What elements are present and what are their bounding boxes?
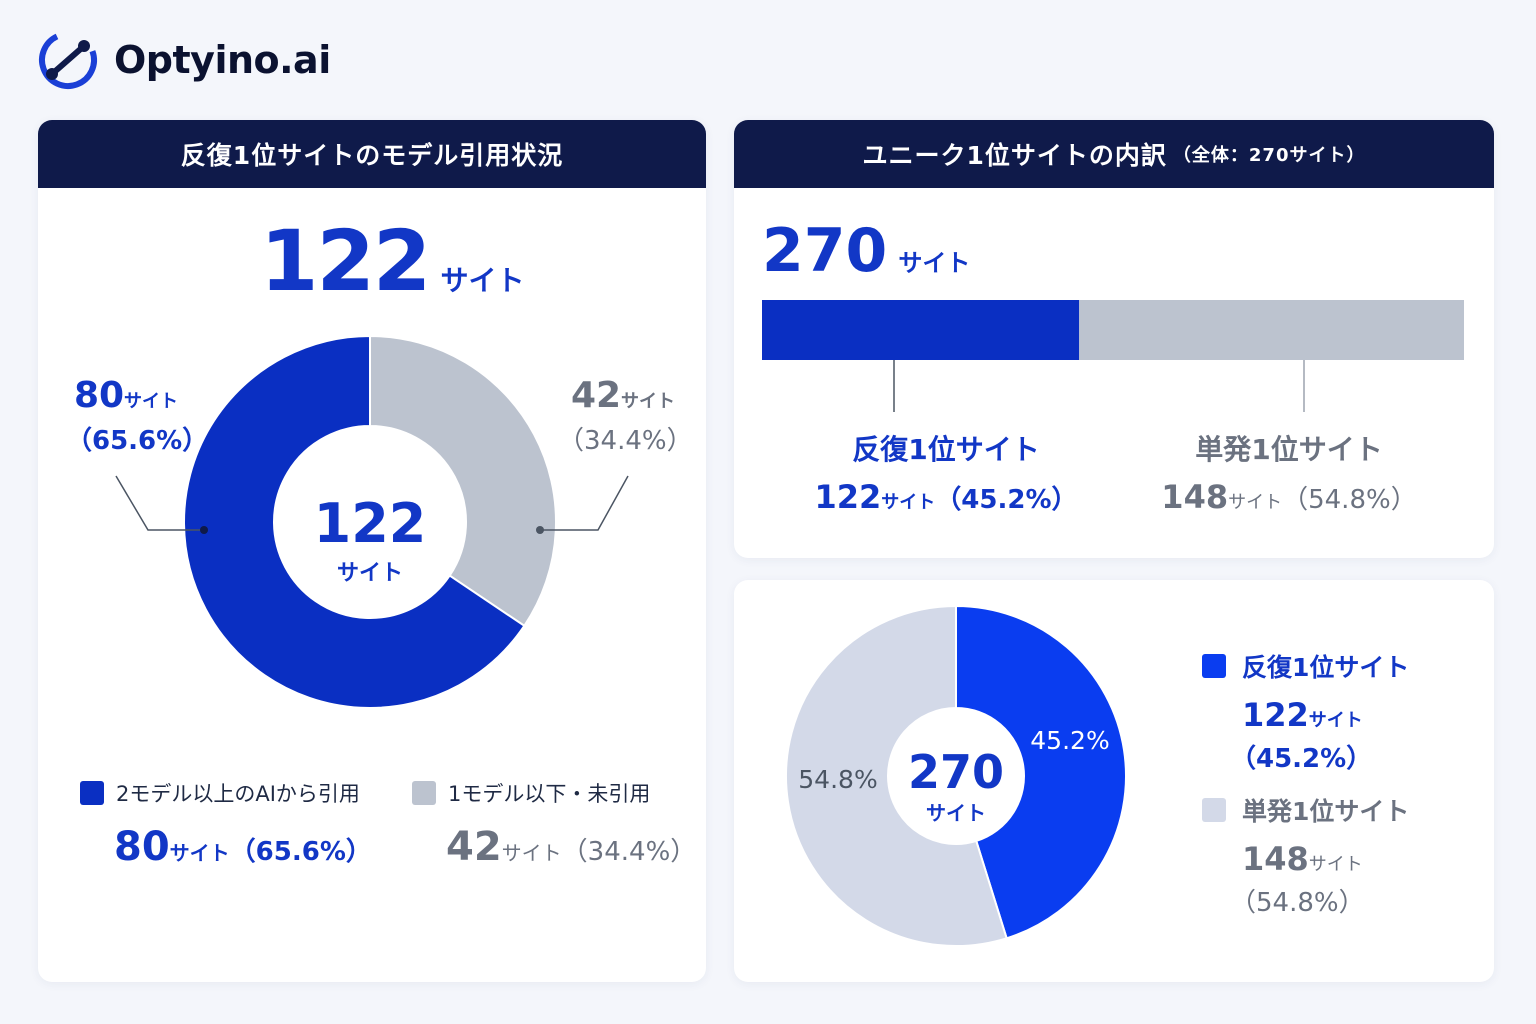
breakdown-total: 270 サイト (762, 216, 970, 286)
share-slice-label-single: 54.8% (798, 765, 877, 794)
optyino-logo-icon (39, 31, 97, 89)
bar-segment-1 (762, 300, 1080, 360)
callout-right-pct: （34.4%） (558, 426, 693, 456)
legend-unit: サイト (169, 841, 230, 865)
breakdown-title-bar: ユニーク1位サイトの内訳 （全体：270サイト） (734, 120, 1494, 188)
legend-swatch-blue (1202, 654, 1226, 678)
breakdown-label-unit: サイト (1228, 492, 1283, 513)
legend-pct: （45.2%） (1230, 744, 1373, 774)
legend-swatch-blue (80, 781, 104, 805)
share-legend-item-2: 単発1位サイト 148サイト （54.8%） (1202, 792, 1409, 919)
brand-logo: Optyino.ai (36, 28, 331, 92)
share-donut-hole (888, 708, 1024, 844)
callout-line-right (540, 475, 629, 531)
citation-status-title: 反復1位サイトのモデル引用状況 (38, 120, 706, 188)
citation-total: 122 サイト (260, 212, 524, 310)
citation-center-unit: サイト (337, 561, 403, 586)
breakdown-total-unit: サイト (898, 249, 971, 277)
callout-left-pct: （65.6%） (66, 426, 209, 456)
legend-value: 80 (114, 824, 170, 870)
legend-pct: （54.8%） (1230, 888, 1365, 918)
breakdown-title-sub: （全体：270サイト） (1172, 145, 1366, 166)
legend-pct: （65.6%） (229, 837, 372, 867)
legend-name: 反復1位サイト (1242, 653, 1410, 682)
breakdown-label-repeat: 反復1位サイト 122サイト（45.2%） (786, 428, 1106, 516)
breakdown-label-pct: （45.2%） (935, 485, 1078, 515)
citation-total-unit: サイト (440, 264, 525, 297)
breakdown-card: ユニーク1位サイトの内訳 （全体：270サイト） 270 サイト 反復1位サイト… (734, 120, 1494, 558)
share-card: 270 サイト 45.2% 54.8% 反復1位サイト 122サイト （45.2… (734, 580, 1494, 982)
legend-label: 1モデル以下・未引用 (448, 782, 651, 806)
breakdown-label-value: 122 (814, 478, 882, 516)
callout-right-unit: サイト (621, 391, 676, 412)
breakdown-label-single: 単発1位サイト 148サイト（54.8%） (1144, 428, 1434, 516)
citation-center-value: 122 (314, 492, 427, 555)
breakdown-title: ユニーク1位サイトの内訳 (862, 141, 1167, 170)
share-legend-item-1: 反復1位サイト 122サイト （45.2%） (1202, 648, 1409, 775)
brand-name: Optyino.ai (114, 38, 331, 82)
breakdown-bar-chart (762, 300, 1464, 412)
citation-total-value: 122 (260, 212, 431, 310)
callout-left-value: 80 (73, 375, 125, 416)
legend-swatch-gray (412, 781, 436, 805)
callout-right: 42サイト （34.4%） (558, 375, 693, 457)
citation-legend-item-1: 2モデル以上のAIから引用 80サイト（65.6%） (80, 778, 372, 870)
breakdown-bar-segments (762, 300, 1464, 360)
callout-right-value: 42 (570, 375, 622, 416)
legend-value: 148 (1242, 840, 1309, 878)
share-donut-chart: 270 サイト 45.2% 54.8% (785, 604, 1127, 947)
callout-dot-left (200, 526, 208, 534)
breakdown-label-name: 反復1位サイト (852, 433, 1040, 466)
legend-unit: サイト (1308, 854, 1363, 875)
legend-label: 2モデル以上のAIから引用 (116, 782, 360, 806)
citation-donut-hole (274, 426, 466, 618)
breakdown-label-unit: サイト (881, 492, 936, 513)
share-center-value: 270 (908, 745, 1004, 799)
callout-dot-right (536, 526, 544, 534)
share-slice-label-repeat: 45.2% (1030, 726, 1109, 755)
share-center-unit: サイト (926, 801, 986, 825)
legend-value: 42 (446, 824, 502, 870)
callout-left: 80サイト （65.6%） (66, 375, 209, 457)
legend-swatch-gray (1202, 798, 1226, 822)
legend-pct: （34.4%） (561, 837, 697, 867)
legend-unit: サイト (501, 841, 562, 865)
legend-value: 122 (1242, 696, 1309, 734)
callout-line-left (115, 475, 204, 531)
legend-name: 単発1位サイト (1242, 797, 1410, 826)
callout-left-unit: サイト (124, 391, 179, 412)
legend-unit: サイト (1308, 710, 1363, 731)
citation-donut-chart: 122 サイト (115, 334, 629, 709)
citation-status-card: 反復1位サイトのモデル引用状況 122 サイト 122 サイト 80サイト （6… (38, 120, 706, 982)
citation-legend-item-2: 1モデル以下・未引用 42サイト（34.4%） (412, 778, 696, 870)
breakdown-label-pct: （54.8%） (1282, 485, 1417, 515)
breakdown-label-value: 148 (1161, 478, 1229, 516)
breakdown-total-value: 270 (762, 216, 888, 286)
share-donut-slices (785, 604, 1127, 947)
breakdown-label-name: 単発1位サイト (1195, 433, 1383, 466)
bar-segment-2 (1079, 300, 1464, 360)
